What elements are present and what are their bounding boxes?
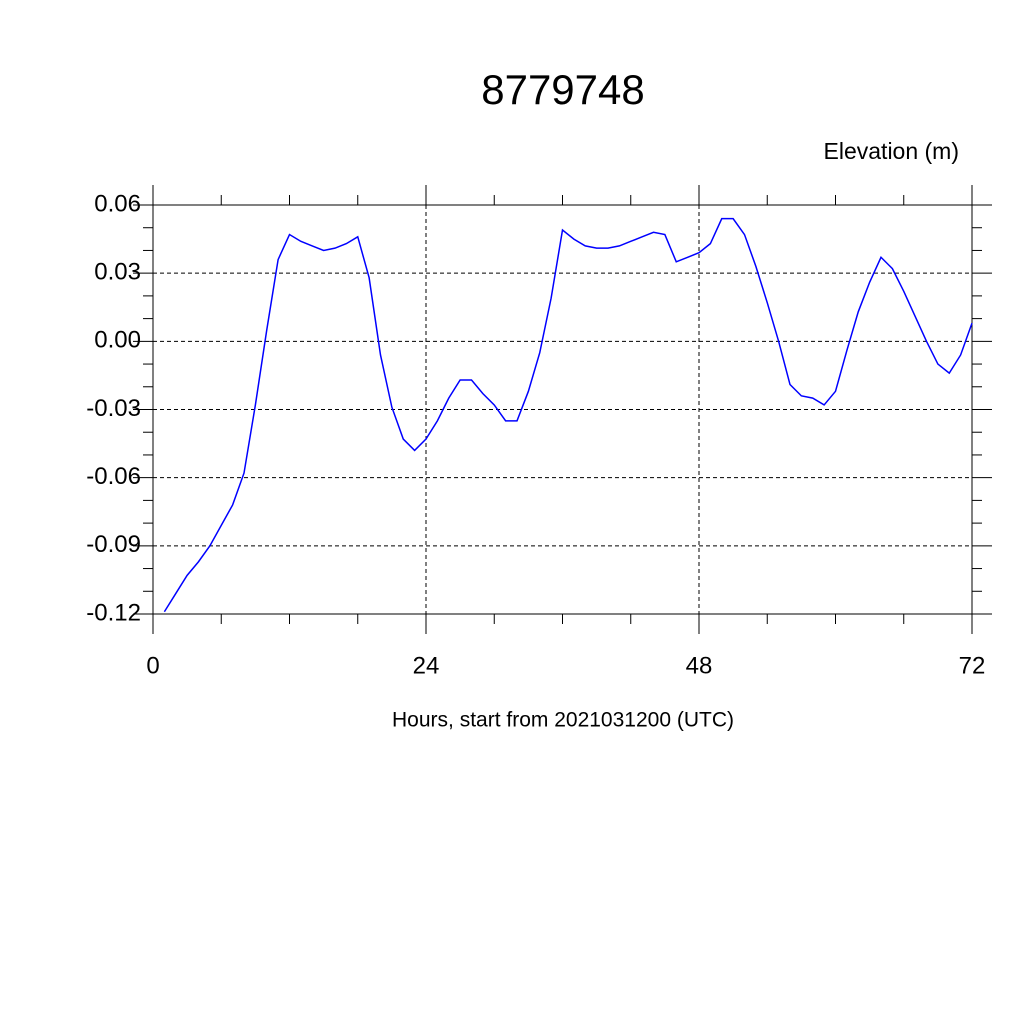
plot-frame: [152, 204, 973, 615]
y-tick-label: 0.00: [94, 327, 141, 354]
x-tick-label: 48: [686, 652, 713, 679]
y-tick-label: -0.06: [86, 463, 141, 490]
x-axis-label: Hours, start from 2021031200 (UTC): [392, 709, 734, 732]
y-axis-label: Elevation (m): [824, 138, 959, 164]
y-tick-label: -0.12: [86, 599, 141, 626]
x-tick-label: 0: [146, 652, 159, 679]
y-tick-label: 0.03: [94, 259, 141, 286]
x-tick-label: 24: [413, 652, 440, 679]
chart-title: 8779748: [481, 66, 645, 113]
data-line: [163, 217, 973, 613]
y-tick-label: -0.09: [86, 531, 141, 558]
x-tick-label: 72: [959, 652, 986, 679]
y-tick-label: 0.06: [94, 190, 141, 217]
y-tick-label: -0.03: [86, 395, 141, 422]
